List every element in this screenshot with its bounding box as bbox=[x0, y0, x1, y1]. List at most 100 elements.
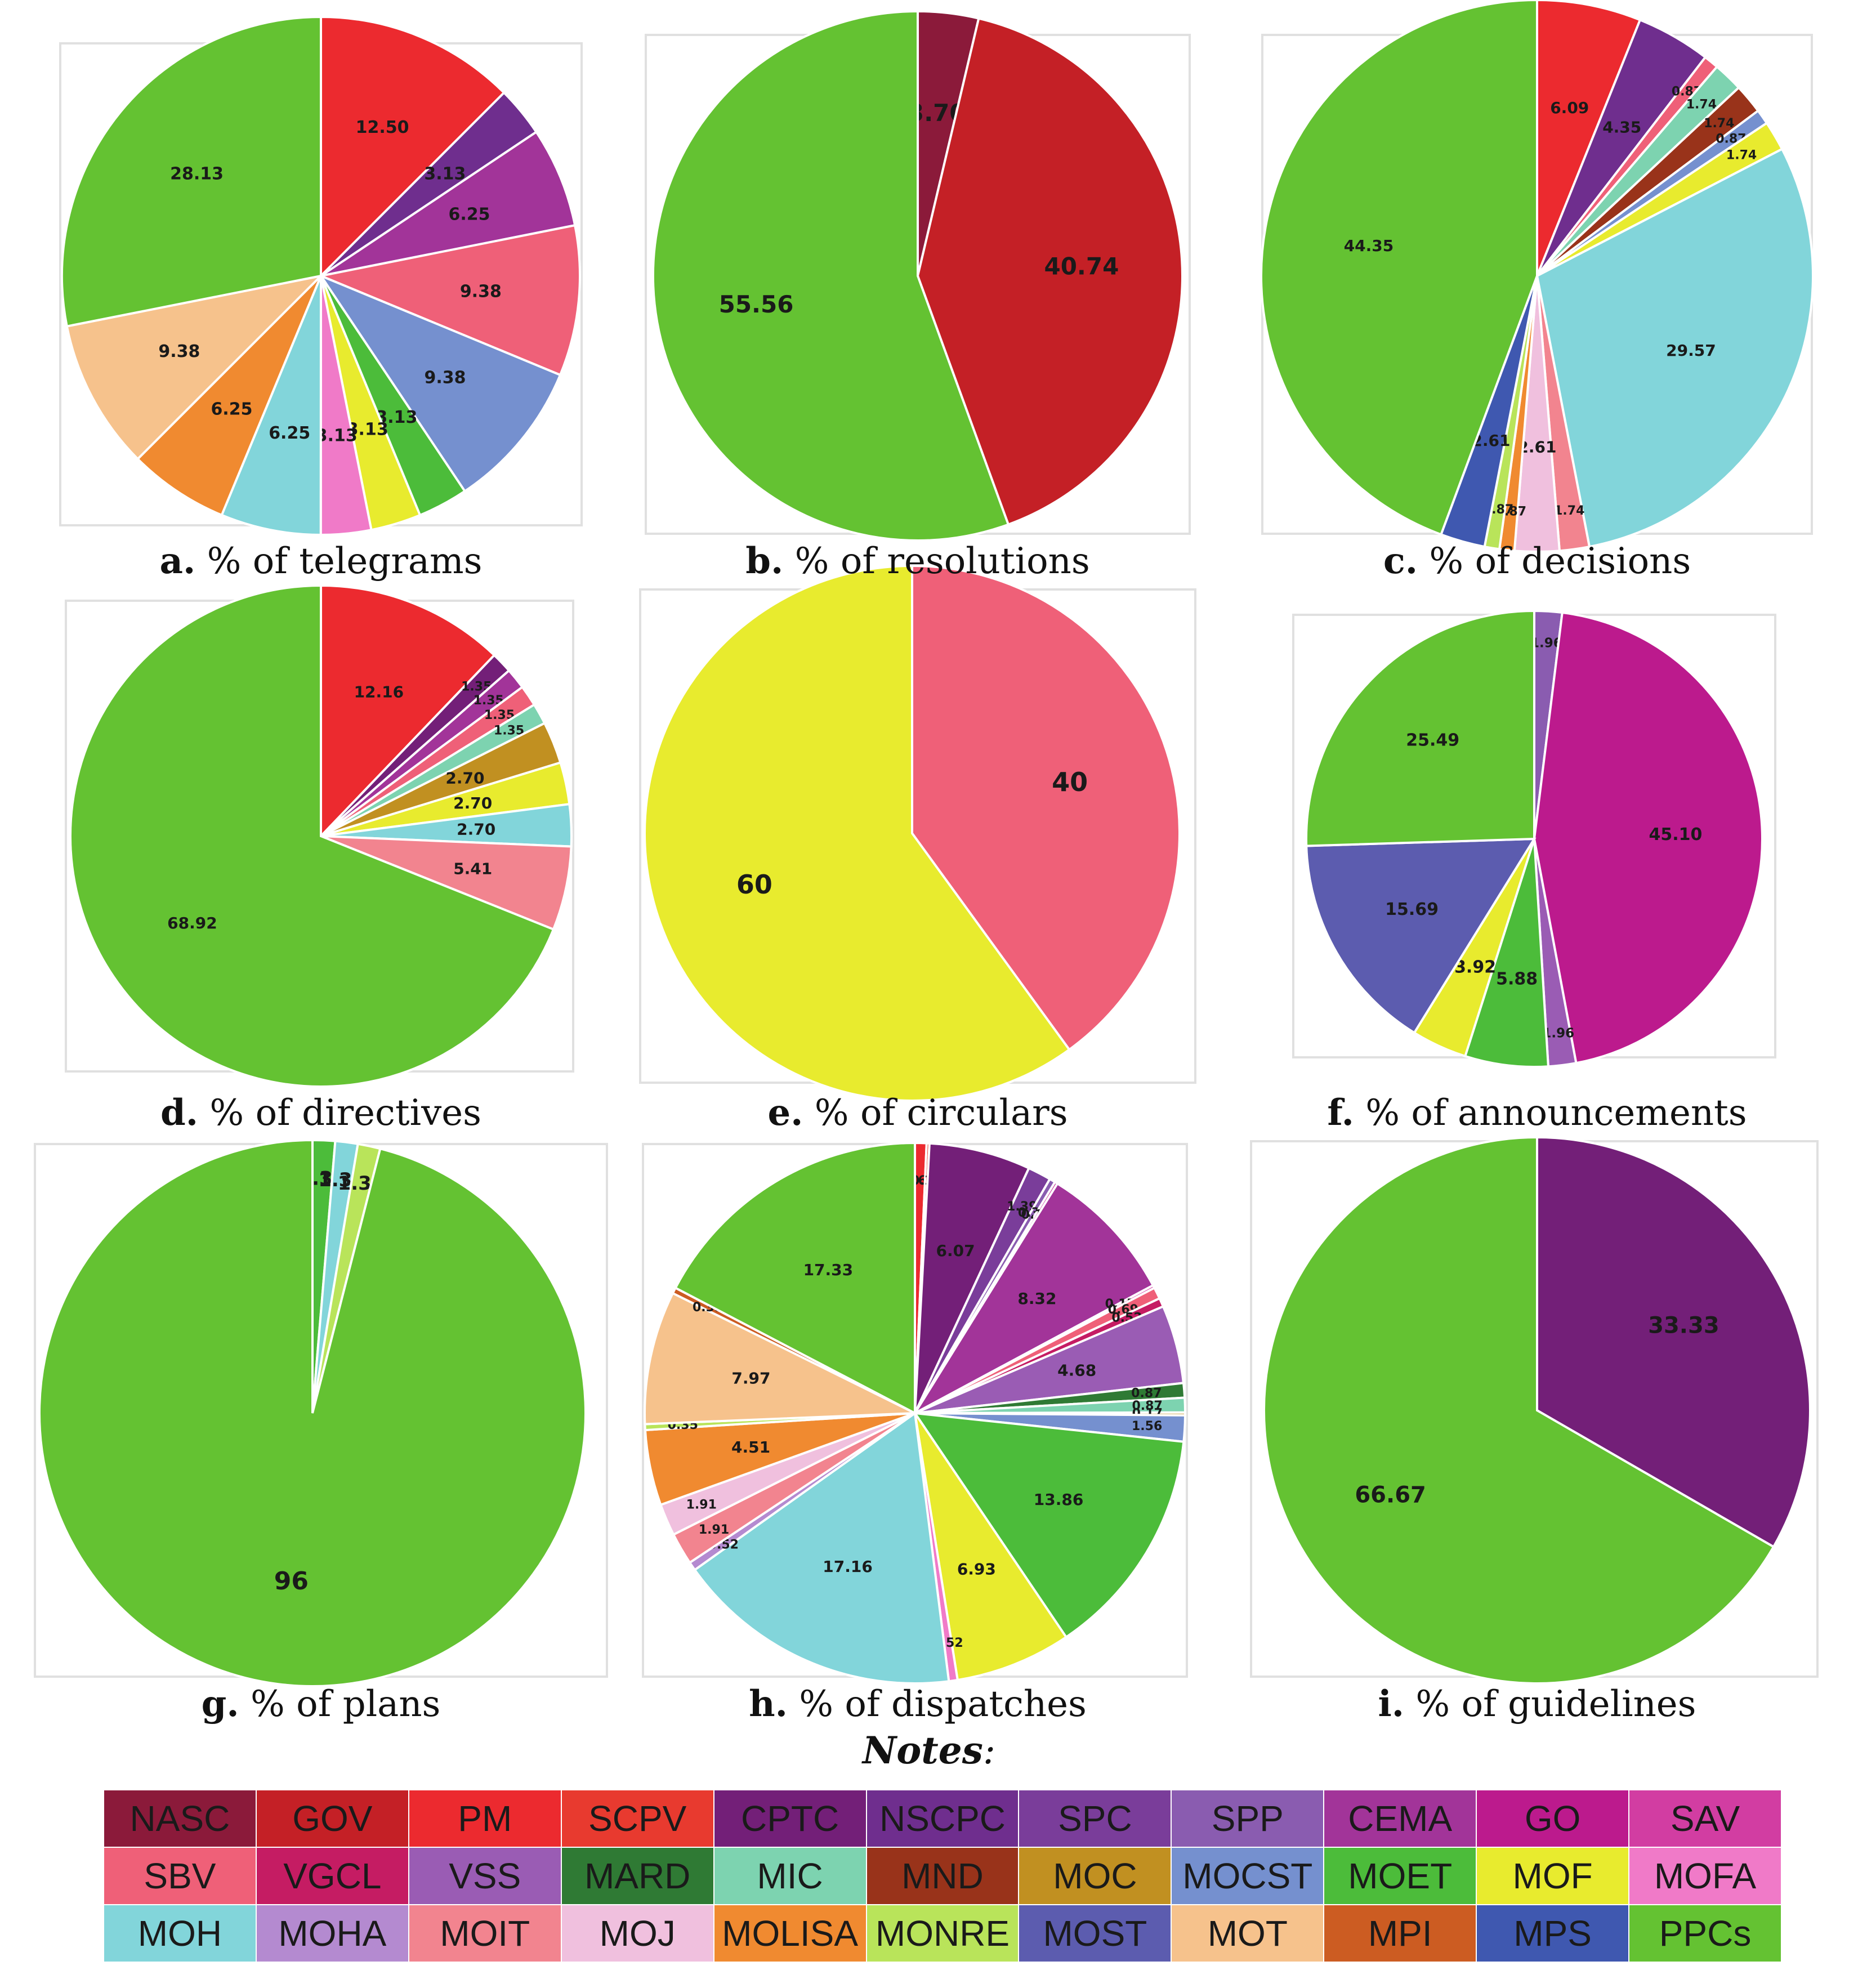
legend-item-mofa: MOFA bbox=[1629, 1848, 1782, 1905]
pie-slice-b-gov bbox=[916, 17, 1183, 526]
slice-label-c-moit: 1.74 bbox=[1554, 504, 1584, 518]
slice-label-d-moit: 5.41 bbox=[453, 859, 492, 878]
legend-item-mard: MARD bbox=[561, 1848, 714, 1905]
legend-item-spp: SPP bbox=[1172, 1790, 1325, 1848]
pie-slice-i-ppcs bbox=[1263, 1136, 1775, 1685]
pie-slice-d-ppcs bbox=[69, 584, 555, 1088]
legend-item-mpi: MPI bbox=[1324, 1905, 1477, 1963]
slice-label-a-cema: 6.25 bbox=[448, 204, 490, 224]
slice-label-d-pm: 12.16 bbox=[354, 682, 404, 701]
pie-slice-h-cema bbox=[912, 1182, 1155, 1417]
legend-item-sbv: SBV bbox=[104, 1848, 257, 1905]
pie-group-c: 6.094.350.871.741.740.871.7429.571.742.6… bbox=[1260, 0, 1814, 553]
caption-resolutions: b. % of resolutions bbox=[636, 540, 1199, 582]
pie-group-e: 40 60 bbox=[644, 564, 1181, 1102]
caption-circulars: e. % of circulars bbox=[636, 1092, 1199, 1134]
caption-letter: c. bbox=[1383, 540, 1418, 582]
pie-slice-f-moet bbox=[1463, 838, 1550, 1068]
color-legend: NASC GOV PM SCPV CPTC NSCPC SPC SPP CEMA GO SAV SBV… bbox=[104, 1790, 1782, 1963]
caption-letter: d. bbox=[160, 1092, 199, 1134]
legend-item-moh: MOH bbox=[104, 1905, 257, 1963]
caption-title: % of telegrams bbox=[207, 540, 483, 582]
slice-label-h-mocst: 1.56 bbox=[1132, 1419, 1162, 1433]
caption-telegrams: a. % of telegrams bbox=[39, 540, 602, 582]
legend-item-moj: MOJ bbox=[561, 1905, 714, 1963]
slice-label-h-moh: 17.16 bbox=[823, 1557, 873, 1576]
slice-label-h-mof: 6.93 bbox=[957, 1560, 996, 1578]
caption-title: % of guidelines bbox=[1415, 1683, 1696, 1725]
legend-item-gov: GOV bbox=[256, 1790, 409, 1848]
slice-label-f-mof: 3.92 bbox=[1454, 958, 1496, 977]
slice-label-h-mot: 7.97 bbox=[731, 1369, 770, 1388]
slice-label-h-cptc: 6.07 bbox=[936, 1241, 975, 1260]
slice-label-h-moet: 13.86 bbox=[1034, 1490, 1084, 1509]
pie-slice-h-moh bbox=[693, 1411, 950, 1685]
legend-item-most: MOST bbox=[1019, 1905, 1172, 1963]
caption-title: % of plans bbox=[251, 1683, 441, 1725]
caption-guidelines: i. % of guidelines bbox=[1256, 1683, 1819, 1725]
pie-slice-e-mof bbox=[644, 564, 1071, 1102]
slice-label-c-nscpc: 4.35 bbox=[1602, 118, 1641, 137]
caption-announcements: f. % of announcements bbox=[1256, 1095, 1819, 1132]
caption-letter: g. bbox=[201, 1683, 239, 1725]
pie-slice-a-cema bbox=[320, 130, 577, 277]
pie-slice-a-pm bbox=[320, 15, 506, 279]
pie-slice-c-pm bbox=[1536, 0, 1642, 276]
caption-letter: i. bbox=[1378, 1683, 1405, 1725]
slice-label-a-mot: 9.38 bbox=[158, 342, 200, 361]
legend-item-pm: PM bbox=[409, 1790, 562, 1848]
caption-title: % of directives bbox=[209, 1092, 481, 1134]
pie-slice-h-mot bbox=[644, 1292, 915, 1426]
pie-slice-c-moh bbox=[1535, 148, 1814, 548]
slice-label-c-ppcs: 44.35 bbox=[1344, 236, 1394, 255]
legend-item-nscpc: NSCPC bbox=[867, 1790, 1020, 1848]
caption-letter: e. bbox=[767, 1092, 803, 1134]
pie-group-d: 12.16 1.351.351.351.352.702.702.705.4168.… bbox=[69, 584, 573, 1088]
slice-label-c-moh: 29.57 bbox=[1666, 341, 1716, 360]
legend-item-mocst: MOCST bbox=[1172, 1848, 1325, 1905]
caption-plans: g. % of plans bbox=[39, 1683, 602, 1725]
pie-slice-a-mocst bbox=[318, 273, 562, 493]
pie-slice-b-ppcs bbox=[651, 10, 1010, 542]
slice-label-d-moc: 2.70 bbox=[445, 769, 484, 788]
slice-label-g-ppcs: 96 bbox=[274, 1567, 309, 1596]
caption-title: % of resolutions bbox=[794, 540, 1090, 582]
legend-item-cptc: CPTC bbox=[714, 1790, 867, 1848]
notes-colon: : bbox=[982, 1729, 996, 1772]
pie-group-i: 33.33 66.67 bbox=[1263, 1136, 1811, 1685]
pie-slice-h-mof bbox=[914, 1412, 1068, 1682]
caption-title: % of decisions bbox=[1429, 540, 1691, 582]
notes-label: Notes bbox=[862, 1728, 983, 1772]
slice-label-a-molisa: 6.25 bbox=[211, 400, 252, 419]
slice-label-h-molisa: 4.51 bbox=[731, 1438, 770, 1457]
slice-label-d-ppcs: 68.92 bbox=[167, 914, 217, 932]
slice-label-i-cptc: 33.33 bbox=[1648, 1313, 1719, 1339]
pie-slice-d-pm bbox=[320, 584, 496, 839]
slice-label-a-sbv: 9.38 bbox=[460, 282, 502, 301]
pie-slice-a-mot bbox=[65, 274, 325, 461]
slice-label-d-mof: 2.70 bbox=[453, 794, 492, 812]
legend-item-mot: MOT bbox=[1172, 1905, 1325, 1963]
slice-label-f-go: 45.10 bbox=[1649, 825, 1703, 845]
pie-slice-i-cptc bbox=[1536, 1136, 1811, 1549]
pie-group-h: 0.690.176.071.390.350.178.32 0.170.690.52… bbox=[644, 1141, 1187, 1685]
slice-label-a-nscpc: 3.13 bbox=[424, 164, 466, 184]
legend-item-moha: MOHA bbox=[256, 1905, 409, 1963]
legend-item-vss: VSS bbox=[409, 1848, 562, 1905]
pie-slice-a-ppcs bbox=[61, 15, 322, 328]
slice-label-a-mofa: 3.13 bbox=[316, 426, 358, 445]
slice-label-h-moit: 1.91 bbox=[699, 1523, 729, 1537]
slice-label-e-mof: 60 bbox=[736, 869, 772, 900]
pie-slice-f-ppcs bbox=[1305, 609, 1535, 847]
caption-dispatches: h. % of dispatches bbox=[636, 1686, 1199, 1723]
legend-item-mic: MIC bbox=[714, 1848, 867, 1905]
pie-slice-d-moit bbox=[320, 835, 573, 931]
slice-label-f-ppcs: 25.49 bbox=[1406, 731, 1459, 750]
pie-slice-h-ppcs bbox=[673, 1141, 916, 1415]
caption-directives: d. % of directives bbox=[39, 1092, 602, 1134]
pie-slice-h-cptc bbox=[914, 1142, 1031, 1414]
